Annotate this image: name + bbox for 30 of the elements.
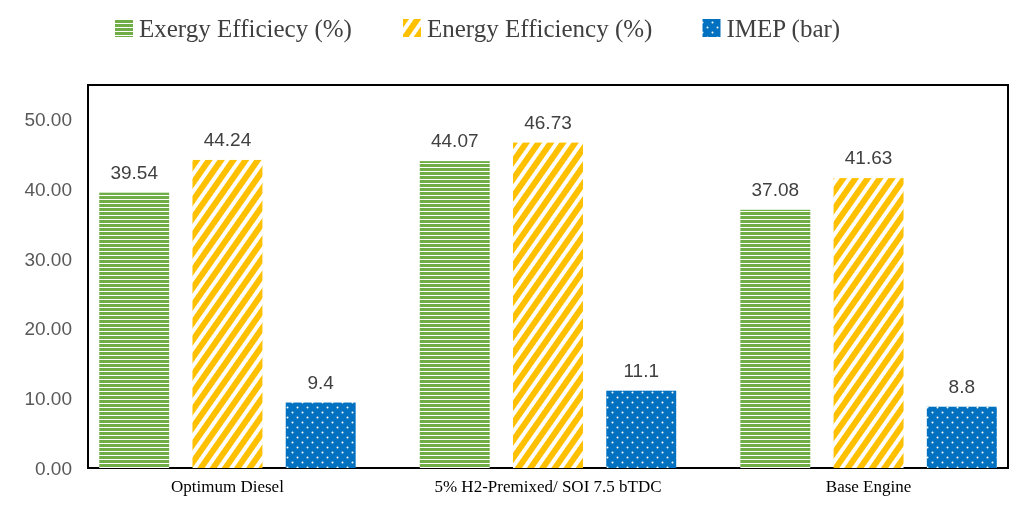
bar [926, 406, 997, 468]
data-label: 46.73 [524, 111, 572, 133]
x-tick-label: Optimum Diesel [171, 477, 285, 496]
bar [740, 209, 811, 468]
y-tick-label: 40.00 [24, 179, 72, 201]
data-label: 37.08 [751, 178, 800, 200]
legend-label: Exergy Efficiecy (%) [139, 14, 352, 43]
data-label: 8.8 [948, 375, 976, 397]
data-label: 11.1 [623, 359, 660, 381]
data-label: 44.07 [430, 130, 479, 152]
y-tick-label: 10.00 [24, 388, 72, 410]
y-tick-label: 30.00 [24, 248, 72, 270]
bar [419, 161, 490, 468]
bar [192, 159, 263, 468]
legend-label: Energy Efficiency (%) [427, 14, 653, 43]
legend-label: IMEP (bar) [726, 14, 841, 43]
bar [513, 142, 583, 468]
bar [606, 390, 677, 468]
x-tick-label: Base Engine [825, 477, 912, 496]
bar [99, 192, 170, 468]
bar [285, 402, 356, 468]
bar [833, 178, 904, 468]
data-label: 9.4 [307, 371, 335, 393]
y-tick-label: 20.00 [24, 318, 72, 340]
data-label: 41.63 [844, 147, 893, 169]
data-label: 39.54 [110, 161, 159, 183]
y-tick-label: 50.00 [24, 109, 72, 131]
y-tick-label: 0.00 [35, 457, 72, 479]
data-label: 44.24 [203, 128, 252, 150]
x-tick-label: 5% H2-Premixed/ SOI 7.5 bTDC [434, 477, 662, 496]
